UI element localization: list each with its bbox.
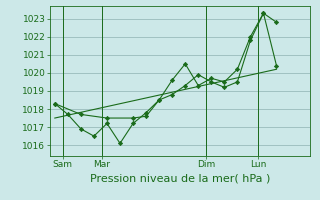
- X-axis label: Pression niveau de la mer( hPa ): Pression niveau de la mer( hPa ): [90, 173, 270, 183]
